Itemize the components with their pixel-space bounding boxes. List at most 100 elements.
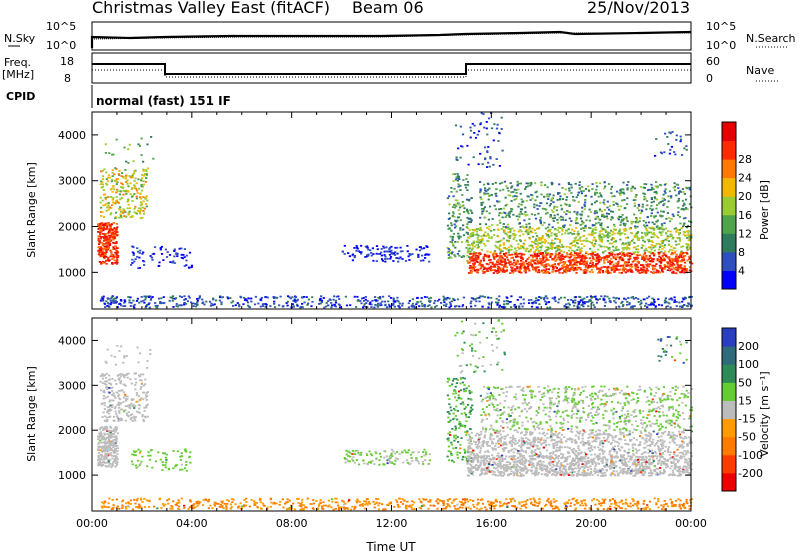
- echo-cell-1: [130, 195, 134, 198]
- echo-cell-7: [537, 266, 540, 269]
- echo-cell-8: [648, 231, 651, 234]
- echo-cell-7: [635, 254, 638, 256]
- echo-cell-5: [303, 301, 306, 304]
- echo-cell-4: [372, 253, 375, 255]
- echo-cell-8: [472, 241, 475, 244]
- echo-cell-9: [519, 210, 522, 213]
- echo-cell-4: [356, 450, 359, 452]
- echo-cell-6: [453, 254, 456, 256]
- echo-cell-5: [669, 306, 672, 309]
- echo-cell-5: [105, 300, 108, 303]
- echo-cell-9: [531, 194, 534, 197]
- echo-cell-4: [418, 246, 421, 248]
- echo-cell-8: [527, 250, 530, 253]
- echo-cell-4: [394, 452, 397, 455]
- echo-cell-1: [101, 211, 104, 214]
- echo-cell-7: [471, 266, 475, 269]
- echo-cell-1: [127, 411, 130, 413]
- echo-cell-8: [644, 232, 648, 235]
- echo-cell-1: [140, 189, 144, 192]
- echo-cell-7: [675, 269, 678, 271]
- echo-cell-8: [586, 240, 589, 242]
- echo-cell-7: [625, 254, 628, 257]
- echo-cell-9: [634, 221, 637, 223]
- echo-cell-9: [595, 222, 598, 225]
- echo-cell-4: [357, 250, 360, 252]
- echo-cell-8: [546, 248, 549, 251]
- echo-cell-7: [642, 257, 645, 259]
- echo-cell-1: [102, 216, 105, 218]
- echo-cell-7: [489, 258, 492, 261]
- echo-cell-7: [654, 265, 657, 267]
- echo-cell-7: [652, 258, 655, 260]
- echo-cell-7: [658, 260, 661, 263]
- echo-cell-5: [254, 295, 257, 298]
- echo-cell-5: [264, 305, 267, 308]
- echo-cell-1: [105, 178, 108, 180]
- echo-cell-1: [105, 182, 108, 185]
- echo-cell-8: [553, 233, 556, 236]
- echo-cell-1: [107, 204, 110, 207]
- echo-cell-9: [546, 193, 549, 196]
- echo-cell-1: [131, 216, 134, 218]
- echo-cell-1: [108, 410, 111, 412]
- echo-cell-8: [578, 237, 581, 240]
- echo-cell-4: [411, 460, 414, 462]
- echo-cell-8: [649, 246, 652, 249]
- echo-cell-5: [301, 296, 304, 299]
- echo-cell-1: [137, 403, 140, 406]
- echo-cell-9: [567, 183, 571, 185]
- echo-cell-7: [526, 266, 529, 269]
- echo-cell-7: [661, 259, 664, 262]
- echo-cell-0: [111, 440, 114, 443]
- echo-cell-5: [574, 301, 577, 304]
- echo-cell-7: [648, 255, 651, 257]
- echo-cell-8: [534, 242, 537, 245]
- echo-cell-1: [117, 403, 121, 405]
- echo-cell-4: [406, 245, 409, 247]
- echo-cell-1: [145, 406, 148, 409]
- echo-cell-7: [561, 272, 564, 274]
- echo-cell-8: [555, 235, 558, 238]
- echo-cell-9: [483, 193, 486, 196]
- echo-cell-9: [678, 216, 681, 218]
- echo-cell-8: [636, 245, 639, 247]
- echo-cell-4: [375, 260, 378, 262]
- echo-cell-9: [581, 210, 584, 213]
- echo-cell-8: [487, 234, 490, 237]
- echo-cell-4: [406, 250, 409, 253]
- echo-cell-1: [111, 386, 114, 389]
- echo-cell-6: [466, 181, 470, 183]
- echo-cell-8: [538, 239, 541, 242]
- echo-cell-7: [627, 252, 630, 254]
- echo-cell-1: [118, 216, 121, 219]
- echo-cell-8: [541, 235, 545, 237]
- echo-cell-4: [344, 461, 347, 464]
- echo-cell-5: [453, 299, 456, 302]
- echo-cell-9: [505, 185, 508, 188]
- echo-cell-5: [608, 297, 611, 300]
- echo-cell-8: [555, 233, 558, 235]
- echo-cell-1: [140, 177, 144, 180]
- echo-cell-3: [176, 255, 179, 257]
- echo-cell-11: [675, 139, 678, 141]
- echo-cell-7: [474, 266, 477, 268]
- echo-cell-7: [641, 271, 644, 274]
- echo-cell-9: [556, 222, 559, 224]
- echo-cell-7: [610, 267, 613, 270]
- echo-cell-7: [682, 256, 685, 259]
- echo-cell-7: [606, 268, 609, 271]
- echo-cell-7: [672, 258, 675, 261]
- echo-cell-7: [503, 270, 506, 273]
- echo-cell-8: [583, 239, 586, 242]
- echo-cell-5: [213, 303, 216, 306]
- echo-cell-3: [141, 253, 144, 255]
- echo-cell-4: [388, 253, 392, 256]
- echo-cell-1: [146, 391, 149, 393]
- echo-cell-4: [363, 462, 366, 465]
- echo-cell-7: [661, 255, 664, 257]
- echo-cell-5: [560, 296, 563, 299]
- echo-cell-9: [639, 217, 642, 220]
- echo-cell-7: [536, 262, 539, 265]
- echo-cell-6: [452, 173, 455, 176]
